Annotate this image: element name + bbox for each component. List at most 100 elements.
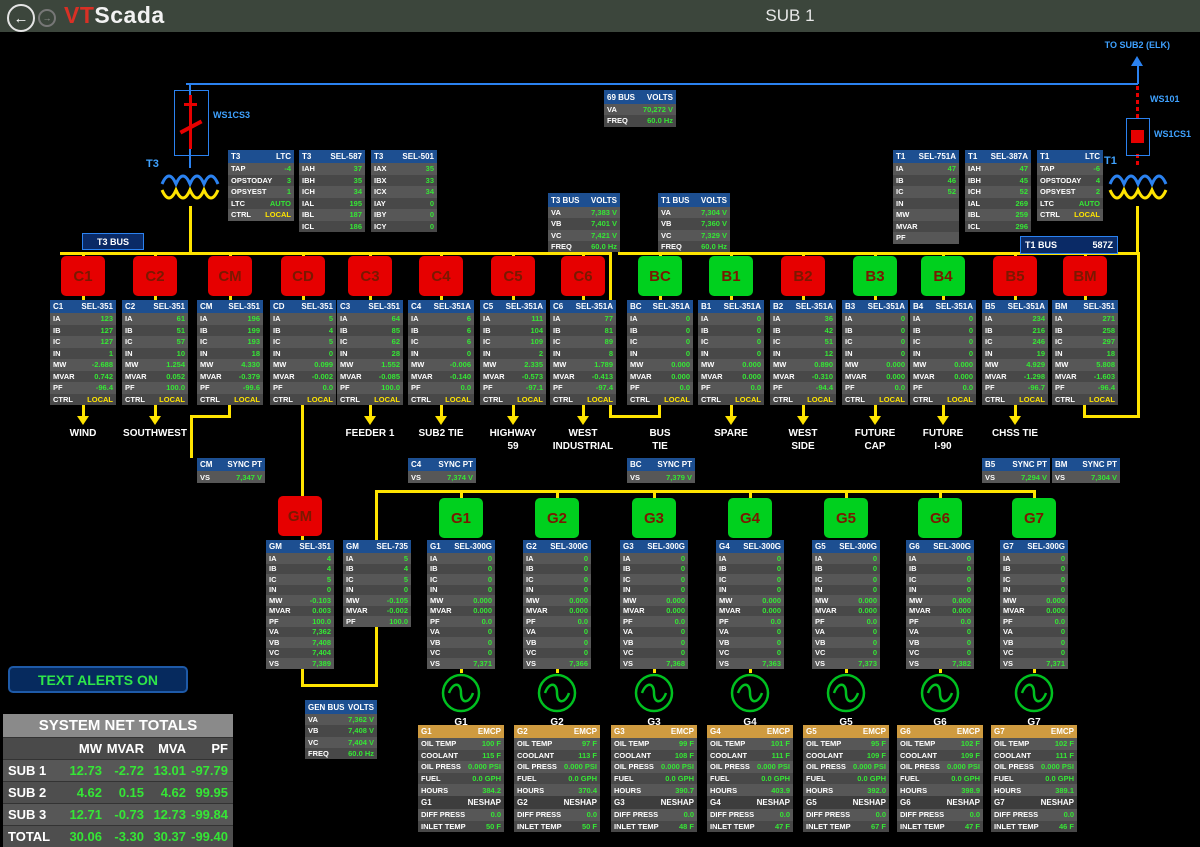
table-header: G6 EMCP <box>897 725 983 738</box>
generator-symbol-g3[interactable] <box>633 672 675 714</box>
breaker-g5[interactable]: G5 <box>824 498 868 538</box>
row-label: COOLANT <box>900 750 938 760</box>
device-model: EMCP <box>477 727 501 736</box>
breaker-cd[interactable]: CD <box>281 256 325 296</box>
row-label: IA <box>340 314 348 324</box>
data-row: COOLANT 111 F <box>707 749 793 762</box>
device-name: G1 <box>430 542 441 551</box>
feeder-arrow-icon <box>937 416 949 425</box>
row-value: 0 <box>776 627 781 637</box>
b1-relay-table: B1 SEL-351A IA 0 IB 0 IC 0 IN 0 MW 0.000 MVAR 0.000 PF… <box>698 300 764 405</box>
device-model: NESHAP <box>467 798 501 807</box>
feeder-label-chss-tie: CHSS TIE <box>970 427 1060 440</box>
data-row: IC 0 <box>1000 574 1068 585</box>
breaker-cm[interactable]: CM <box>208 256 252 296</box>
generator-symbol-g1[interactable] <box>440 672 482 714</box>
text-alerts-button[interactable]: TEXT ALERTS ON <box>8 666 188 693</box>
row-label: MVAR <box>125 371 147 381</box>
row-label: IN <box>53 348 61 358</box>
totals-row-label: SUB 3 <box>8 807 47 822</box>
row-label: IC <box>909 574 917 584</box>
row-value: 47 F <box>774 821 790 831</box>
row-label: MVAR <box>985 371 1007 381</box>
breaker-c4[interactable]: C4 <box>419 256 463 296</box>
data-row: MVAR <box>893 220 959 232</box>
row-value: 216 <box>1032 325 1045 335</box>
breaker-b2[interactable]: B2 <box>781 256 825 296</box>
row-value: 0.000 <box>952 595 971 605</box>
row-label: FREQ <box>607 116 628 126</box>
row-label: VB <box>551 219 562 229</box>
breaker-bc[interactable]: BC <box>638 256 682 296</box>
breaker-g6[interactable]: G6 <box>918 498 962 538</box>
breaker-g2[interactable]: G2 <box>535 498 579 538</box>
breaker-b1[interactable]: B1 <box>709 256 753 296</box>
t3-transformer-symbol[interactable] <box>158 166 222 213</box>
ws1cs1-switch[interactable] <box>1126 118 1150 156</box>
breaker-g4[interactable]: G4 <box>728 498 772 538</box>
breaker-g3[interactable]: G3 <box>632 498 676 538</box>
generator-symbol-g7[interactable] <box>1013 672 1055 714</box>
data-row: IAH 37 <box>299 163 365 175</box>
data-row: CTRL LOCAL <box>270 393 336 405</box>
g3-relay-table: G3 SEL-300G IA 0 IB 0 IC 0 IN 0 MW 0.000 MVAR 0.000 PF… <box>620 540 688 669</box>
ws101-switch-open-segment[interactable] <box>1136 86 1139 118</box>
back-button[interactable]: ← <box>7 4 35 32</box>
t1-sel751a-table: T1 SEL-751A IA 47 IB 46 IC 52 IN MW MVAR PF <box>893 150 959 244</box>
data-row: VC 0 <box>1000 647 1068 658</box>
breaker-c3[interactable]: C3 <box>348 256 392 296</box>
breaker-gm[interactable]: GM <box>278 496 322 536</box>
row-label: DIFF PRESS <box>517 810 562 820</box>
generator-symbol-g4[interactable] <box>729 672 771 714</box>
device-name: CM <box>200 460 213 469</box>
generator-symbol-g2[interactable] <box>536 672 578 714</box>
generator-symbol-g5[interactable] <box>825 672 867 714</box>
wire-gen-g3 <box>653 668 656 673</box>
row-label: MVAR <box>430 606 452 616</box>
breaker-c5[interactable]: C5 <box>491 256 535 296</box>
breaker-c6[interactable]: C6 <box>561 256 605 296</box>
row-value: 7,294 V <box>1021 472 1047 482</box>
row-label: PF <box>346 616 356 626</box>
row-label: IB <box>719 564 727 574</box>
breaker-c2[interactable]: C2 <box>133 256 177 296</box>
breaker-b3[interactable]: B3 <box>853 256 897 296</box>
gen-label-g1: G1 <box>454 717 468 728</box>
data-row: MW 0.000 <box>698 359 764 371</box>
row-label: CTRL <box>53 394 73 404</box>
c4-sync-pt: C4 SYNC PT VS 7,374 V <box>408 458 476 483</box>
row-value: 0 <box>685 325 690 335</box>
row-label: IBY <box>374 210 387 220</box>
data-row: IN 0 <box>698 347 764 359</box>
feeder-line1: WEST <box>568 428 598 439</box>
row-value: 0.0 <box>962 383 973 393</box>
data-row: OPSTODAY 3 <box>228 174 294 186</box>
wire-bm-loop-riser <box>1137 252 1140 418</box>
row-value: 100 F <box>481 739 501 749</box>
row-label: IN <box>1055 348 1063 358</box>
breaker-g1[interactable]: G1 <box>439 498 483 538</box>
feeder-arrow-icon <box>725 416 737 425</box>
table-header: 69 BUS VOLTS <box>604 90 676 104</box>
row-label: INLET TEMP <box>517 821 562 831</box>
row-value: 7,389 <box>312 658 331 668</box>
forward-button[interactable]: → <box>38 9 56 27</box>
row-value: 0 <box>968 325 973 335</box>
table-header: B1 SEL-351A <box>698 300 764 313</box>
breaker-b4[interactable]: B4 <box>921 256 965 296</box>
row-value: 7,379 V <box>666 472 692 482</box>
data-row: IB 81 <box>550 324 616 336</box>
feeder-arrow-icon <box>149 416 161 425</box>
breaker-bm[interactable]: BM <box>1063 256 1107 296</box>
breaker-g7[interactable]: G7 <box>1012 498 1056 538</box>
data-row: MW 0.890 <box>770 359 836 371</box>
row-label: IA <box>623 553 631 563</box>
row-label: IC <box>815 574 823 584</box>
breaker-c1[interactable]: C1 <box>61 256 105 296</box>
ws1cs3-switch[interactable] <box>174 90 209 156</box>
breaker-b5[interactable]: B5 <box>993 256 1037 296</box>
row-value: 0 <box>487 574 492 584</box>
t1-transformer-symbol[interactable] <box>1106 166 1170 213</box>
data-row: PF 100.0 <box>343 616 411 627</box>
generator-symbol-g6[interactable] <box>919 672 961 714</box>
